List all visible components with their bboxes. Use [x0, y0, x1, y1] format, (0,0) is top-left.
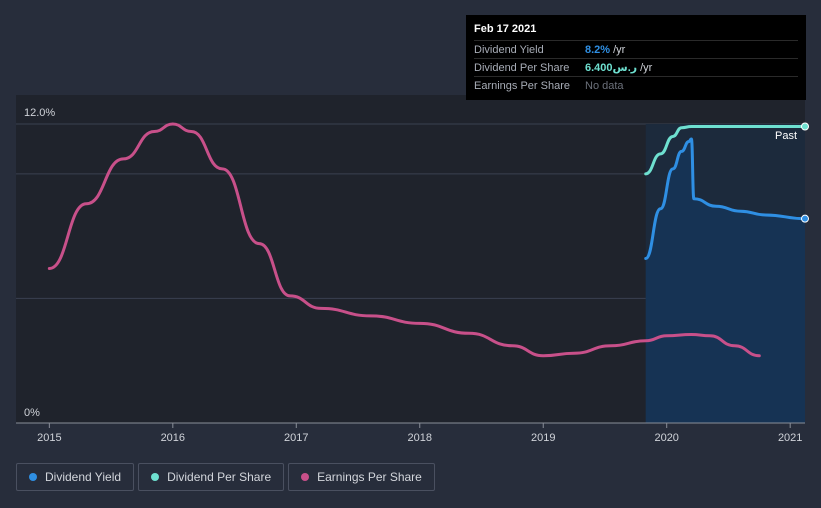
tooltip-value: 8.2%	[585, 43, 611, 56]
legend-dot-icon	[151, 473, 160, 481]
tooltip-row-earnings-per-share: Earnings Per Share No data	[474, 76, 798, 94]
y-tick-label-top: 12.0%	[24, 107, 55, 119]
x-tick-label: 2018	[408, 432, 432, 444]
x-tick-label: 2019	[531, 432, 555, 444]
x-tick-label: 2021	[778, 432, 802, 444]
legend-item-dividend-per-share[interactable]: Dividend Per Share	[138, 463, 285, 491]
axes: 2015 2016 2017 2018 2019 2020 2021	[16, 422, 805, 444]
tooltip-unit: /yr	[640, 61, 653, 74]
legend-dot-icon	[301, 473, 310, 481]
tooltip: Feb 17 2021 Dividend Yield 8.2% /yr Divi…	[466, 15, 806, 100]
past-shaded-region	[645, 124, 805, 423]
dividend-per-share-line	[644, 124, 807, 176]
legend-dot-icon	[29, 473, 37, 481]
x-tick-label: 2016	[161, 432, 185, 444]
tooltip-date: Feb 17 2021	[474, 23, 537, 35]
dividend-yield-line	[644, 137, 807, 261]
legend-label: Earnings Per Share	[317, 470, 422, 484]
tooltip-row-dividend-per-share: Dividend Per Share 6.400ر.س /yr	[474, 58, 798, 76]
tooltip-label: Earnings Per Share	[474, 79, 570, 92]
dividend-per-share-end-point	[801, 122, 809, 131]
tooltip-label: Dividend Yield	[474, 43, 544, 56]
dividend-yield-area	[645, 138, 805, 423]
legend: Dividend Yield Dividend Per Share Earnin…	[16, 463, 435, 491]
x-tick-label: 2017	[284, 432, 308, 444]
legend-label: Dividend Per Share	[167, 470, 272, 484]
legend-item-earnings-per-share[interactable]: Earnings Per Share	[288, 463, 435, 491]
earnings-per-share-line	[47, 122, 761, 358]
tooltip-label: Dividend Per Share	[474, 61, 570, 74]
legend-item-dividend-yield[interactable]: Dividend Yield	[16, 463, 135, 491]
tooltip-unit: /yr	[613, 43, 626, 56]
y-tick-label-bottom: 0%	[24, 407, 40, 419]
series	[47, 122, 809, 358]
tooltip-row-dividend-yield: Dividend Yield 8.2% /yr	[474, 40, 798, 58]
x-tick-label: 2020	[654, 432, 678, 444]
tooltip-nodata: No data	[585, 79, 624, 92]
legend-label: Dividend Yield	[45, 470, 122, 484]
past-label: Past	[775, 130, 797, 142]
x-tick-label: 2015	[37, 432, 61, 444]
tooltip-value: 6.400ر.س	[585, 62, 638, 74]
dividend-yield-end-point	[801, 214, 809, 223]
